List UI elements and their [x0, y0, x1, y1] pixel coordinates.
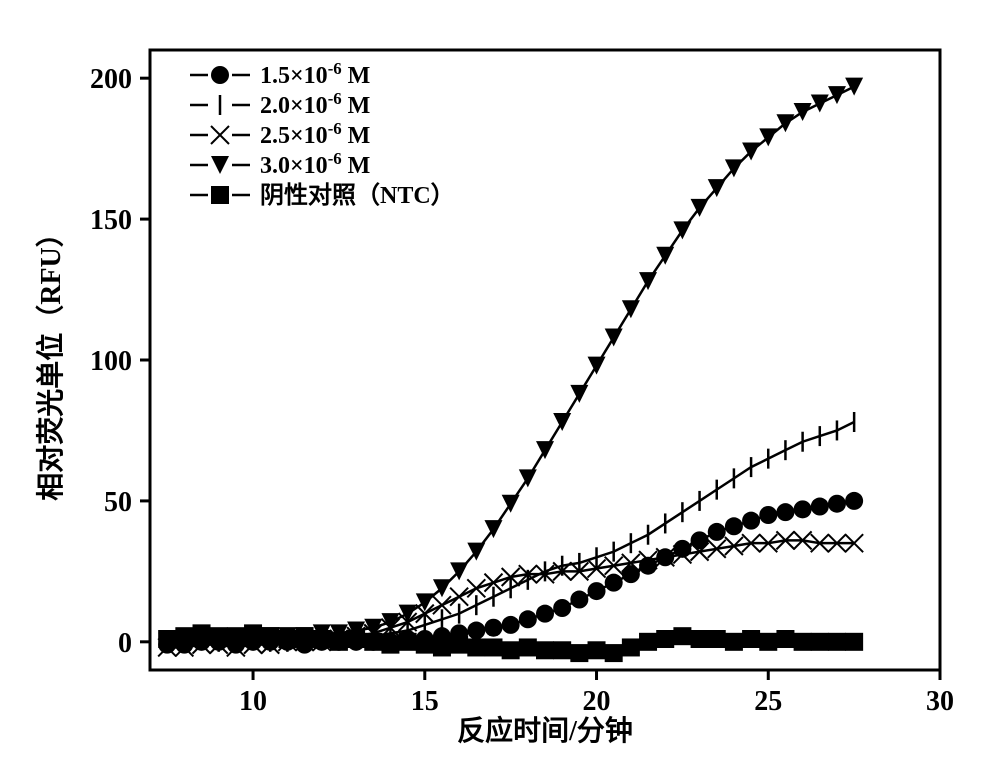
- svg-text:30: 30: [926, 686, 954, 717]
- svg-text:15: 15: [411, 686, 439, 717]
- svg-text:2.0×10-6 M: 2.0×10-6 M: [260, 89, 370, 120]
- svg-text:0: 0: [118, 628, 132, 659]
- svg-text:1.5×10-6 M: 1.5×10-6 M: [260, 59, 370, 90]
- svg-text:200: 200: [90, 64, 132, 95]
- svg-text:反应时间/分钟: 反应时间/分钟: [457, 714, 633, 747]
- svg-text:50: 50: [104, 487, 132, 518]
- svg-text:3.0×10-6 M: 3.0×10-6 M: [260, 149, 370, 180]
- svg-text:阴性对照（NTC）: 阴性对照（NTC）: [260, 182, 455, 209]
- svg-text:相对荧光单位（RFU）: 相对荧光单位（RFU）: [34, 219, 67, 501]
- svg-text:25: 25: [754, 686, 782, 717]
- chart-container: 10 15 20 25 30 0 50 100 150 200 反应时间/分钟 相对荧光单位（RFU）…: [20, 20, 980, 748]
- svg-text:100: 100: [90, 346, 132, 377]
- svg-text:2.5×10-6 M: 2.5×10-6 M: [260, 119, 370, 150]
- svg-text:20: 20: [583, 686, 611, 717]
- line-chart: 10 15 20 25 30 0 50 100 150 200 反应时间/分钟 相对荧光单位（RFU）…: [20, 20, 980, 748]
- svg-text:10: 10: [239, 686, 267, 717]
- svg-text:150: 150: [90, 205, 132, 236]
